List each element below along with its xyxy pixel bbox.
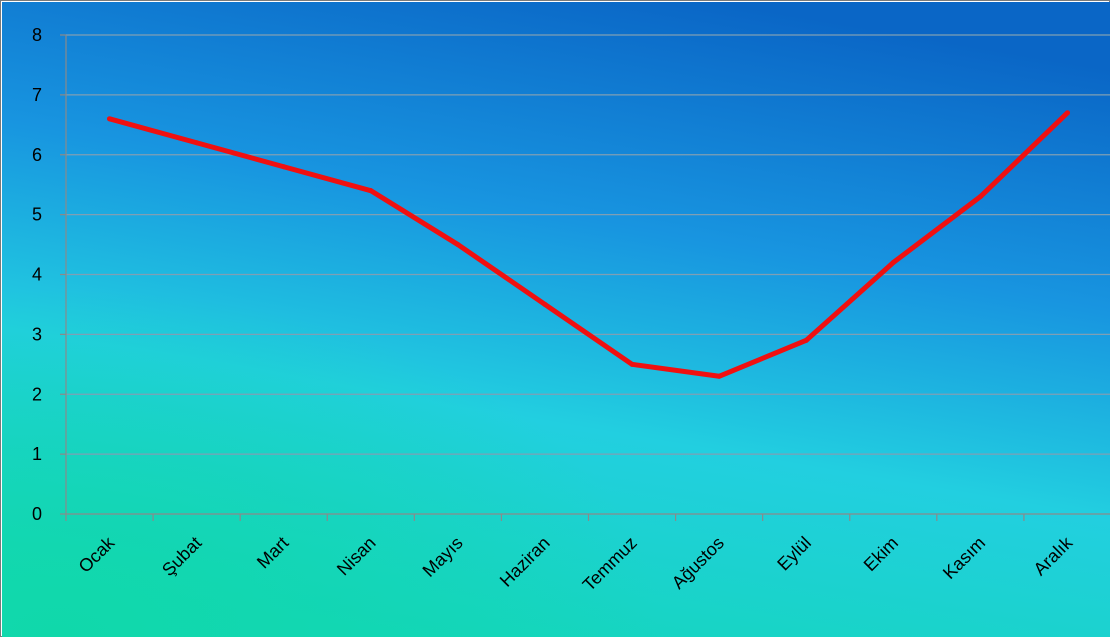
data-point <box>368 188 374 194</box>
data-point <box>281 164 287 170</box>
data-point <box>1064 110 1070 116</box>
data-point <box>977 194 983 200</box>
y-tick-label: 7 <box>32 85 42 105</box>
data-point <box>890 260 896 266</box>
y-tick-label: 6 <box>32 145 42 165</box>
data-point <box>194 140 200 146</box>
series-line <box>107 110 1070 379</box>
y-tick-labels: 0 1 2 3 4 5 6 7 8 <box>32 25 42 524</box>
data-point <box>107 116 113 122</box>
series-layer <box>107 110 1070 379</box>
axes <box>60 34 1110 521</box>
y-tick-label: 8 <box>32 25 42 45</box>
y-tick-label: 5 <box>32 205 42 225</box>
y-tick-label: 1 <box>32 444 42 464</box>
data-point <box>629 361 635 367</box>
data-point <box>803 337 809 343</box>
y-tick-label: 4 <box>32 265 42 285</box>
y-tick-label: 0 <box>32 504 42 524</box>
data-point <box>542 301 548 307</box>
y-tick-label: 3 <box>32 324 42 344</box>
data-point <box>716 373 722 379</box>
y-tick-label: 2 <box>32 384 42 404</box>
data-point <box>455 242 461 248</box>
